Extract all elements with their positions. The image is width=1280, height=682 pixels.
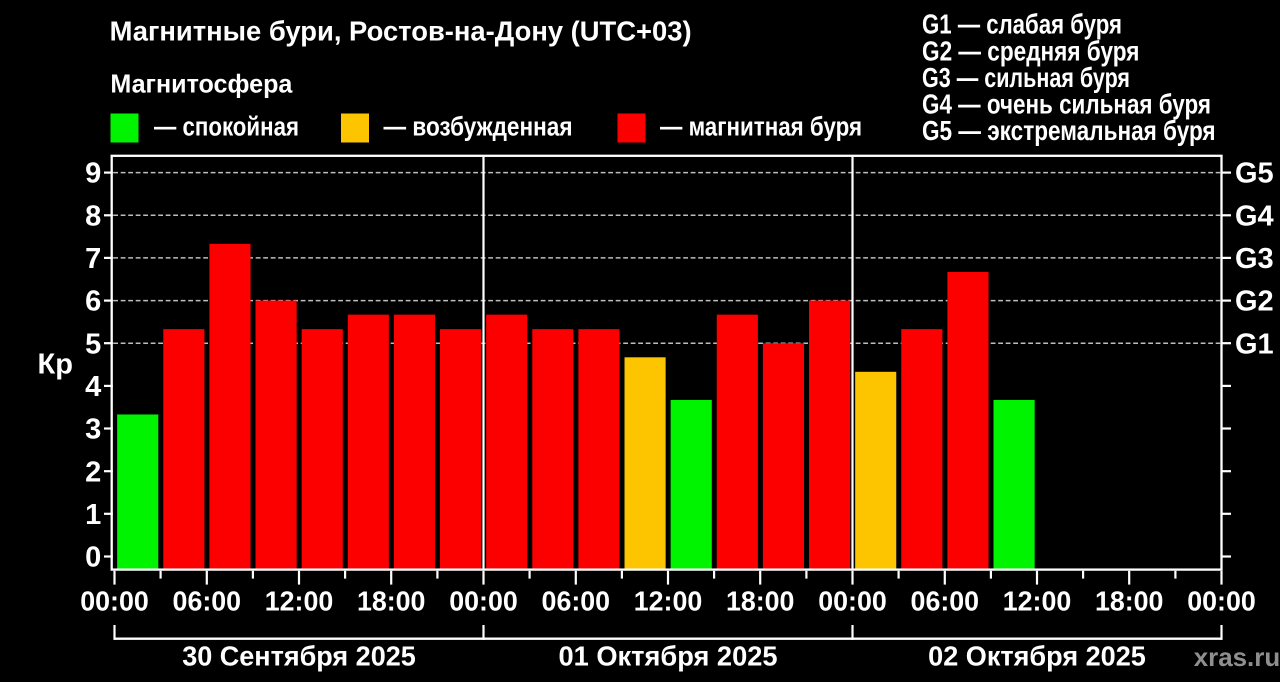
svg-text:G1 — слабая буря: G1 — слабая буря [922,9,1122,40]
svg-text:12:00: 12:00 [634,585,703,616]
svg-text:G4: G4 [1235,200,1274,232]
svg-text:Магнитосфера: Магнитосфера [110,69,293,99]
svg-text:Магнитные бури, Ростов-на-Дону: Магнитные бури, Ростов-на-Дону (UTC+03) [110,16,692,47]
svg-text:— возбужденная: — возбужденная [384,111,573,141]
svg-text:— спокойная: — спокойная [154,111,299,141]
svg-text:0: 0 [85,542,101,574]
svg-text:8: 8 [85,200,101,232]
svg-text:18:00: 18:00 [357,585,426,616]
svg-text:G5: G5 [1235,158,1274,190]
svg-text:02 Октября 2025: 02 Октября 2025 [928,641,1146,672]
svg-text:G2 — средняя буря: G2 — средняя буря [922,35,1139,66]
svg-text:G1: G1 [1235,328,1274,360]
svg-text:3: 3 [85,414,101,446]
svg-text:06:00: 06:00 [173,585,242,616]
svg-text:2: 2 [85,456,101,488]
svg-text:01 Октября 2025: 01 Октября 2025 [559,641,778,672]
svg-text:1: 1 [85,499,101,531]
svg-text:00:00: 00:00 [449,585,518,616]
svg-text:5: 5 [85,328,101,360]
svg-text:00:00: 00:00 [1187,585,1256,616]
svg-text:7: 7 [85,243,101,275]
svg-text:18:00: 18:00 [726,585,795,616]
svg-text:9: 9 [85,158,101,190]
svg-text:12:00: 12:00 [265,585,334,616]
svg-text:06:00: 06:00 [911,585,980,616]
svg-text:G2: G2 [1235,286,1274,318]
svg-text:06:00: 06:00 [542,585,611,616]
svg-text:18:00: 18:00 [1095,585,1164,616]
svg-text:— магнитная буря: — магнитная буря [660,111,862,141]
svg-text:30 Сентября 2025: 30 Сентября 2025 [182,641,416,672]
svg-text:4: 4 [85,371,101,403]
svg-text:xras.ru: xras.ru [1194,642,1280,672]
svg-text:Кр: Кр [38,349,73,381]
svg-text:G3: G3 [1235,243,1274,275]
svg-text:6: 6 [85,286,101,318]
svg-text:G5 — экстремальная буря: G5 — экстремальная буря [922,115,1216,146]
svg-text:G3 — сильная буря: G3 — сильная буря [922,62,1130,93]
svg-text:00:00: 00:00 [818,585,887,616]
svg-text:G4 — очень сильная буря: G4 — очень сильная буря [922,89,1211,120]
svg-text:00:00: 00:00 [80,585,149,616]
svg-text:12:00: 12:00 [1003,585,1072,616]
